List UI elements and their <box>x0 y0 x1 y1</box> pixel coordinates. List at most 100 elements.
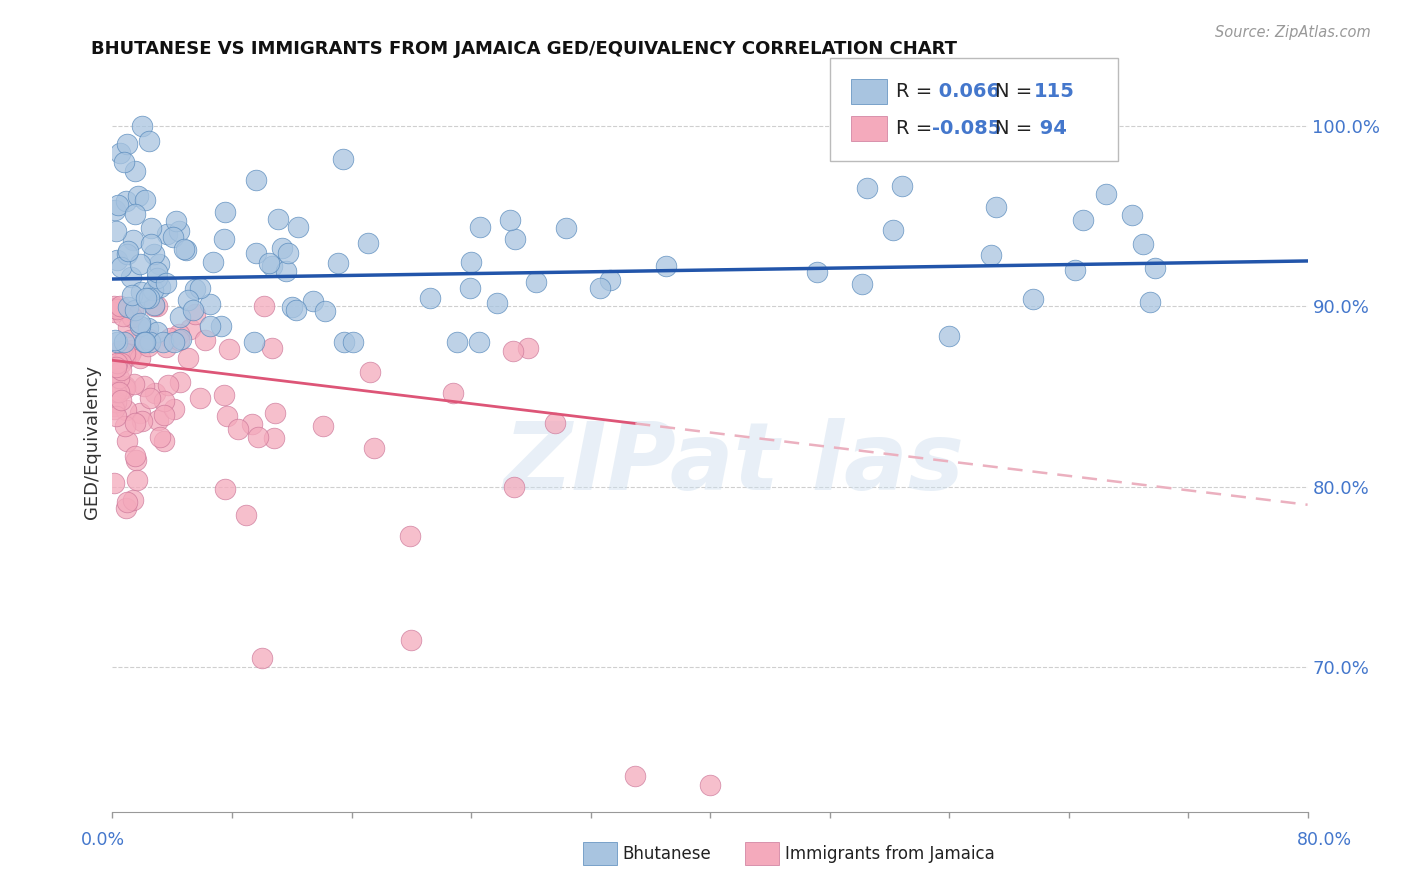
Point <box>177 293 200 307</box>
Point <box>243 335 266 350</box>
Point <box>131 414 153 428</box>
Point <box>134 335 156 350</box>
Point <box>699 778 721 792</box>
Point <box>938 328 960 343</box>
Text: -0.085: -0.085 <box>932 120 1001 138</box>
Point <box>333 335 356 350</box>
Point <box>114 419 136 434</box>
Point <box>342 335 364 350</box>
Point <box>152 408 174 422</box>
Text: Source: ZipAtlas.com: Source: ZipAtlas.com <box>1215 25 1371 40</box>
Point <box>105 395 128 409</box>
Point <box>247 430 270 444</box>
Point <box>1095 186 1118 201</box>
Point <box>157 378 180 392</box>
Point <box>141 221 163 235</box>
Point <box>104 359 127 374</box>
Point <box>115 194 138 209</box>
Point <box>856 181 879 195</box>
Point <box>108 371 131 385</box>
Point <box>418 291 440 305</box>
Point <box>117 136 139 151</box>
Point <box>363 441 385 455</box>
Point <box>110 393 132 408</box>
Point <box>128 405 150 419</box>
Point <box>209 318 232 333</box>
Point <box>117 301 139 315</box>
Point <box>114 378 136 392</box>
Point <box>270 242 292 256</box>
Point <box>499 213 522 227</box>
Point <box>139 335 162 350</box>
Point <box>170 332 193 346</box>
Point <box>176 351 198 365</box>
Point <box>524 275 547 289</box>
Point <box>104 333 127 347</box>
Point <box>115 495 138 509</box>
Point <box>104 224 127 238</box>
Point <box>117 244 139 258</box>
Point <box>264 406 287 420</box>
Point <box>122 493 145 508</box>
Point <box>114 345 136 359</box>
Point <box>655 260 678 274</box>
Point <box>135 291 157 305</box>
Point <box>184 281 207 295</box>
Point <box>458 281 481 295</box>
Point <box>114 381 136 395</box>
Text: 94: 94 <box>1033 120 1067 138</box>
Point <box>128 318 150 333</box>
Text: ZIPat las: ZIPat las <box>503 417 965 509</box>
Point <box>301 293 323 308</box>
Point <box>138 292 160 306</box>
Point <box>114 351 136 366</box>
Point <box>120 347 142 361</box>
Point <box>198 318 221 333</box>
Point <box>115 434 138 448</box>
Point <box>112 335 135 350</box>
Point <box>1064 262 1087 277</box>
Point <box>145 271 167 285</box>
Point <box>124 302 146 317</box>
Point <box>114 403 136 417</box>
Point <box>115 247 138 261</box>
Point <box>467 335 489 350</box>
Point <box>108 299 131 313</box>
Point <box>274 264 297 278</box>
Point <box>214 482 236 496</box>
Point <box>401 633 423 648</box>
Point <box>163 335 186 350</box>
Text: N =: N = <box>995 82 1032 101</box>
Point <box>287 219 309 234</box>
Point <box>166 213 188 227</box>
Point <box>1022 292 1045 306</box>
Point <box>108 384 131 399</box>
Point <box>398 529 420 543</box>
Point <box>110 363 132 377</box>
Point <box>485 295 508 310</box>
Point <box>105 302 128 317</box>
Point <box>235 508 257 522</box>
Point <box>890 178 912 193</box>
Point <box>142 297 165 311</box>
Point <box>153 394 176 409</box>
Point <box>105 335 128 350</box>
Point <box>312 419 335 434</box>
Point <box>260 341 283 355</box>
Point <box>107 197 129 211</box>
Point <box>1071 212 1094 227</box>
Point <box>460 254 482 268</box>
Point <box>544 417 567 431</box>
Point <box>156 227 179 242</box>
Point <box>114 154 135 169</box>
Point <box>155 340 177 354</box>
Point <box>198 297 221 311</box>
Point <box>136 339 159 353</box>
Point <box>245 245 267 260</box>
Text: BHUTANESE VS IMMIGRANTS FROM JAMAICA GED/EQUIVALENCY CORRELATION CHART: BHUTANESE VS IMMIGRANTS FROM JAMAICA GED… <box>91 40 957 58</box>
Point <box>103 305 125 319</box>
Point <box>143 299 166 313</box>
Point <box>127 473 149 487</box>
Point <box>155 276 177 290</box>
Point <box>105 252 128 267</box>
